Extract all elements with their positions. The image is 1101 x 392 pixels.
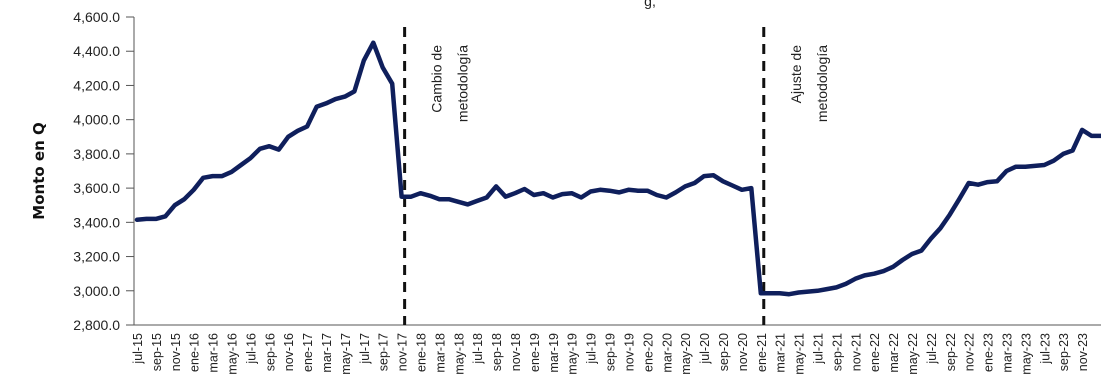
annotation-label: metodología [814, 45, 830, 122]
x-tick-label: may-18 [452, 333, 466, 375]
x-tick-label: may-16 [226, 333, 240, 375]
x-tick-label: nov-19 [622, 333, 636, 371]
x-tick-label: sep-21 [830, 333, 844, 371]
x-tick-label: jul-17 [358, 333, 372, 365]
x-tick-label: nov-18 [509, 333, 523, 371]
y-tick-label: 4,200.0 [73, 77, 120, 93]
annotation-label: Cambio de [429, 45, 445, 113]
x-tick-label: ene-19 [528, 333, 542, 372]
x-tick-label: ene-17 [301, 333, 315, 372]
x-tick-label: mar-16 [207, 333, 221, 373]
x-tick-label: jul-19 [585, 333, 599, 365]
x-tick-label: sep-17 [377, 333, 391, 371]
x-tick-label: jul-16 [244, 333, 258, 365]
x-tick-label: sep-16 [263, 333, 277, 371]
x-tick-label: ene-23 [982, 333, 996, 372]
annotation-label: metodología [455, 45, 471, 122]
series-line [134, 40, 1101, 297]
x-tick-label: may-21 [793, 333, 807, 375]
x-tick-label: ene-22 [868, 333, 882, 372]
annotation-label: Ajuste de [788, 45, 804, 104]
x-tick-label: ene-21 [755, 333, 769, 372]
y-tick-label: 3,800.0 [73, 146, 120, 162]
x-tick-label: jul-15 [131, 333, 145, 365]
x-tick-label: jul-18 [471, 333, 485, 365]
x-tick-label: mar-21 [774, 333, 788, 373]
y-axis-label: Monto en Q [30, 122, 48, 219]
x-tick-label: jul-20 [698, 333, 712, 365]
x-tick-label: mar-17 [320, 333, 334, 373]
x-tick-label: mar-20 [660, 333, 674, 373]
y-tick-label: 2,800.0 [73, 317, 120, 333]
x-tick-label: may-22 [906, 333, 920, 375]
x-tick-label: ene-16 [188, 333, 202, 372]
y-tick-label: 3,000.0 [73, 283, 120, 299]
x-tick-label: ene-18 [415, 333, 429, 372]
y-tick-label: 4,000.0 [73, 112, 120, 128]
x-tick-label: nov-15 [169, 333, 183, 371]
y-tick-label: 4,600.0 [73, 9, 120, 25]
x-tick-label: may-20 [679, 333, 693, 375]
x-tick-label: sep-19 [604, 333, 618, 371]
x-tick-label: jul-21 [811, 333, 825, 365]
x-tick-label: mar-23 [1000, 333, 1014, 373]
x-tick-label: nov-16 [282, 333, 296, 371]
x-tick-label: sep-22 [944, 333, 958, 371]
x-tick-label: jul-23 [1038, 333, 1052, 365]
y-tick-label: 3,200.0 [73, 249, 120, 265]
y-tick-label: 4,400.0 [73, 43, 120, 59]
x-tick-label: sep-20 [717, 333, 731, 371]
x-tick-label: nov-21 [849, 333, 863, 371]
x-tick-label: nov-17 [396, 333, 410, 371]
x-tick-label: may-19 [566, 333, 580, 375]
x-tick-label: mar-18 [433, 333, 447, 373]
x-tick-label: may-23 [1019, 333, 1033, 375]
x-tick-label: mar-22 [887, 333, 901, 373]
x-tick-label: sep-15 [150, 333, 164, 371]
x-tick-label: jul-22 [925, 333, 939, 365]
y-tick-label: 3,600.0 [73, 180, 120, 196]
x-tick-label: mar-19 [547, 333, 561, 373]
x-tick-label: sep-18 [490, 333, 504, 371]
x-tick-label: may-17 [339, 333, 353, 375]
x-tick-label: nov-22 [963, 333, 977, 371]
y-tick-label: 3,400.0 [73, 214, 120, 230]
x-tick-label: sep-23 [1057, 333, 1071, 371]
x-tick-label: nov-20 [736, 333, 750, 371]
cut-off-text-fragment: g, [644, 0, 656, 9]
x-tick-label: ene-20 [641, 333, 655, 372]
x-tick-label: nov-23 [1076, 333, 1090, 371]
